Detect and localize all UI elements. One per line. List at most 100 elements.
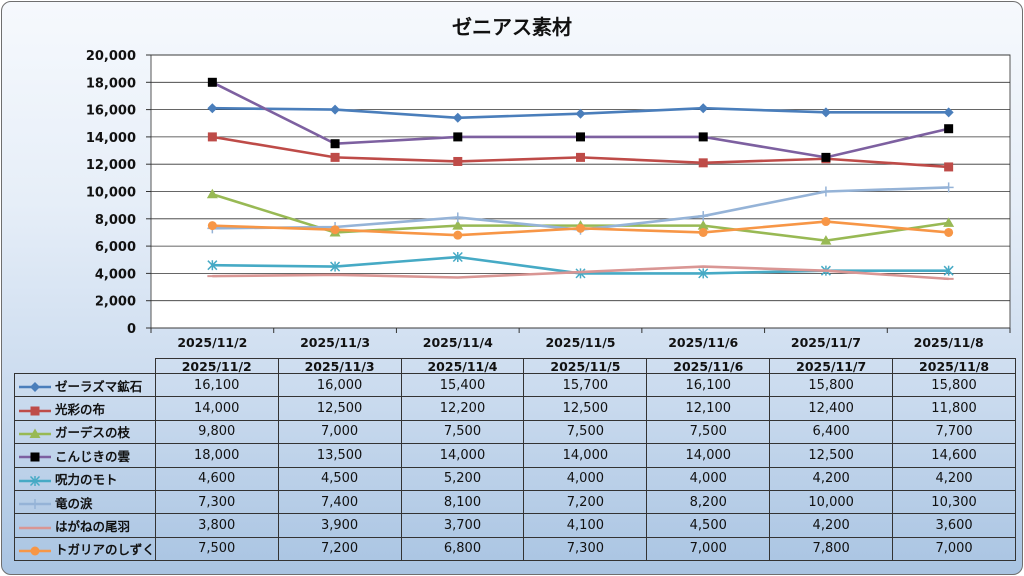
- table-cell: 10,000: [769, 489, 894, 515]
- table-cell: 15,800: [769, 372, 894, 398]
- table-cell: 3,700: [400, 513, 525, 538]
- table-cell: 4,600: [154, 466, 279, 491]
- table-cell: 7,300: [154, 489, 279, 515]
- table-cell: 4,200: [769, 513, 894, 538]
- y-tick-label: 18,000: [86, 76, 136, 91]
- y-tick-label: 0: [127, 322, 136, 337]
- table-header-date: 2025/11/6: [646, 358, 771, 374]
- y-tick-label: 14,000: [86, 131, 136, 146]
- data-point: [698, 268, 709, 279]
- legend-key-marker: [30, 406, 40, 416]
- y-tick-label: 20,000: [86, 49, 136, 64]
- data-point: [944, 227, 954, 237]
- data-point: [207, 103, 218, 114]
- table-cell: 9,800: [154, 419, 279, 445]
- table-cell: 15,800: [892, 372, 1016, 398]
- series-1: [207, 103, 954, 123]
- table-cell: 18,000: [154, 443, 279, 468]
- table-cell: 4,200: [769, 466, 894, 491]
- data-point: [576, 152, 585, 162]
- y-tick-label: 8,000: [95, 213, 136, 228]
- legend-key-marker: [30, 452, 40, 462]
- legend-key-marker: [30, 546, 40, 556]
- table-cell: 12,500: [523, 396, 648, 421]
- table-row: 竜の涙 7,300 7,400 8,100 7,200 8,200 10,000 10,300: [14, 489, 1016, 515]
- table-cell: 13,500: [277, 443, 402, 468]
- legend-key: [19, 382, 51, 393]
- series-4: [207, 77, 954, 162]
- table-cell: 6,400: [769, 419, 894, 445]
- table-cell: 3,800: [154, 513, 279, 538]
- table-cell: 14,000: [523, 443, 648, 468]
- table-cell: 8,100: [400, 489, 525, 515]
- table-header-date: 2025/11/8: [892, 358, 1016, 374]
- data-point: [453, 230, 463, 240]
- x-tick-label: 2025/11/8: [914, 335, 984, 350]
- table-cell: 16,000: [277, 372, 402, 398]
- series-label: トガリアのしずく: [14, 536, 156, 562]
- y-tick-label: 12,000: [86, 158, 136, 173]
- data-point: [698, 158, 708, 168]
- series-name: ゼーラズマ鉱石: [55, 378, 143, 394]
- table-cell: 7,000: [277, 419, 402, 445]
- table-cell: 3,600: [892, 513, 1016, 538]
- table-cell: 7,700: [892, 419, 1016, 445]
- table-cell: 6,800: [400, 536, 525, 562]
- data-point: [452, 112, 463, 123]
- table-cell: 7,200: [277, 536, 402, 562]
- data-point: [575, 108, 586, 119]
- table-row: こんじきの雲 18,000 13,500 14,000 14,000 14,000 12,5…: [14, 443, 1016, 468]
- data-point: [207, 77, 217, 87]
- table-cell: 4,000: [523, 466, 648, 491]
- table-cell: 11,800: [892, 396, 1016, 421]
- data-point: [820, 107, 831, 118]
- data-point: [698, 227, 708, 237]
- table-corner: [15, 359, 156, 374]
- table-header-date: 2025/11/7: [769, 358, 894, 374]
- table-cell: 12,500: [769, 443, 894, 468]
- data-point: [452, 212, 463, 223]
- table-cell: 16,100: [646, 372, 771, 398]
- legend-key: [19, 499, 51, 510]
- data-point: [820, 186, 831, 197]
- table-cell: 12,200: [400, 396, 525, 421]
- table-cell: 3,900: [277, 513, 402, 538]
- series-name: 竜の涙: [55, 495, 93, 511]
- table-cell: 4,500: [277, 466, 402, 491]
- series-7: [207, 265, 954, 281]
- table-row: はがねの尾羽 3,800 3,900 3,700 4,100 4,500 4,200 3,60…: [14, 513, 1016, 538]
- x-tick-label: 2025/11/7: [791, 335, 861, 350]
- x-tick-label: 2025/11/5: [545, 335, 615, 350]
- legend-key: [19, 546, 51, 556]
- table-cell: 7,500: [646, 419, 771, 445]
- data-point: [453, 132, 463, 142]
- y-tick-label: 6,000: [95, 240, 136, 255]
- table-row: トガリアのしずく 7,500 7,200 6,800 7,300 7,000 7,800 7,…: [14, 536, 1016, 562]
- data-point: [452, 220, 464, 230]
- data-point: [576, 223, 585, 233]
- table-header-date: 2025/11/4: [400, 358, 525, 374]
- series-label: こんじきの雲: [14, 443, 156, 468]
- data-table: 2025/11/2 2025/11/3 2025/11/4 2025/11/5 2025…: [14, 358, 1016, 562]
- series-name: 呪力のモト: [55, 472, 118, 488]
- data-point: [206, 188, 218, 199]
- data-point: [576, 132, 585, 142]
- data-point: [698, 211, 709, 222]
- x-tick-label: 2025/11/2: [177, 335, 247, 350]
- legend-key-marker: [30, 382, 40, 393]
- legend-key: [19, 526, 51, 529]
- table-cell: 7,300: [523, 536, 648, 562]
- table-cell: 12,100: [646, 396, 771, 421]
- table-cell: 4,500: [646, 513, 771, 538]
- x-tick-label: 2025/11/3: [300, 335, 370, 350]
- data-point: [943, 217, 955, 227]
- data-point: [207, 260, 218, 271]
- data-point: [698, 132, 708, 142]
- data-point: [698, 103, 709, 114]
- data-point: [821, 217, 831, 227]
- table-cell: 15,700: [523, 372, 648, 398]
- series-name: はがねの尾羽: [55, 519, 131, 535]
- data-point: [207, 221, 217, 231]
- table-cell: 16,100: [154, 372, 279, 398]
